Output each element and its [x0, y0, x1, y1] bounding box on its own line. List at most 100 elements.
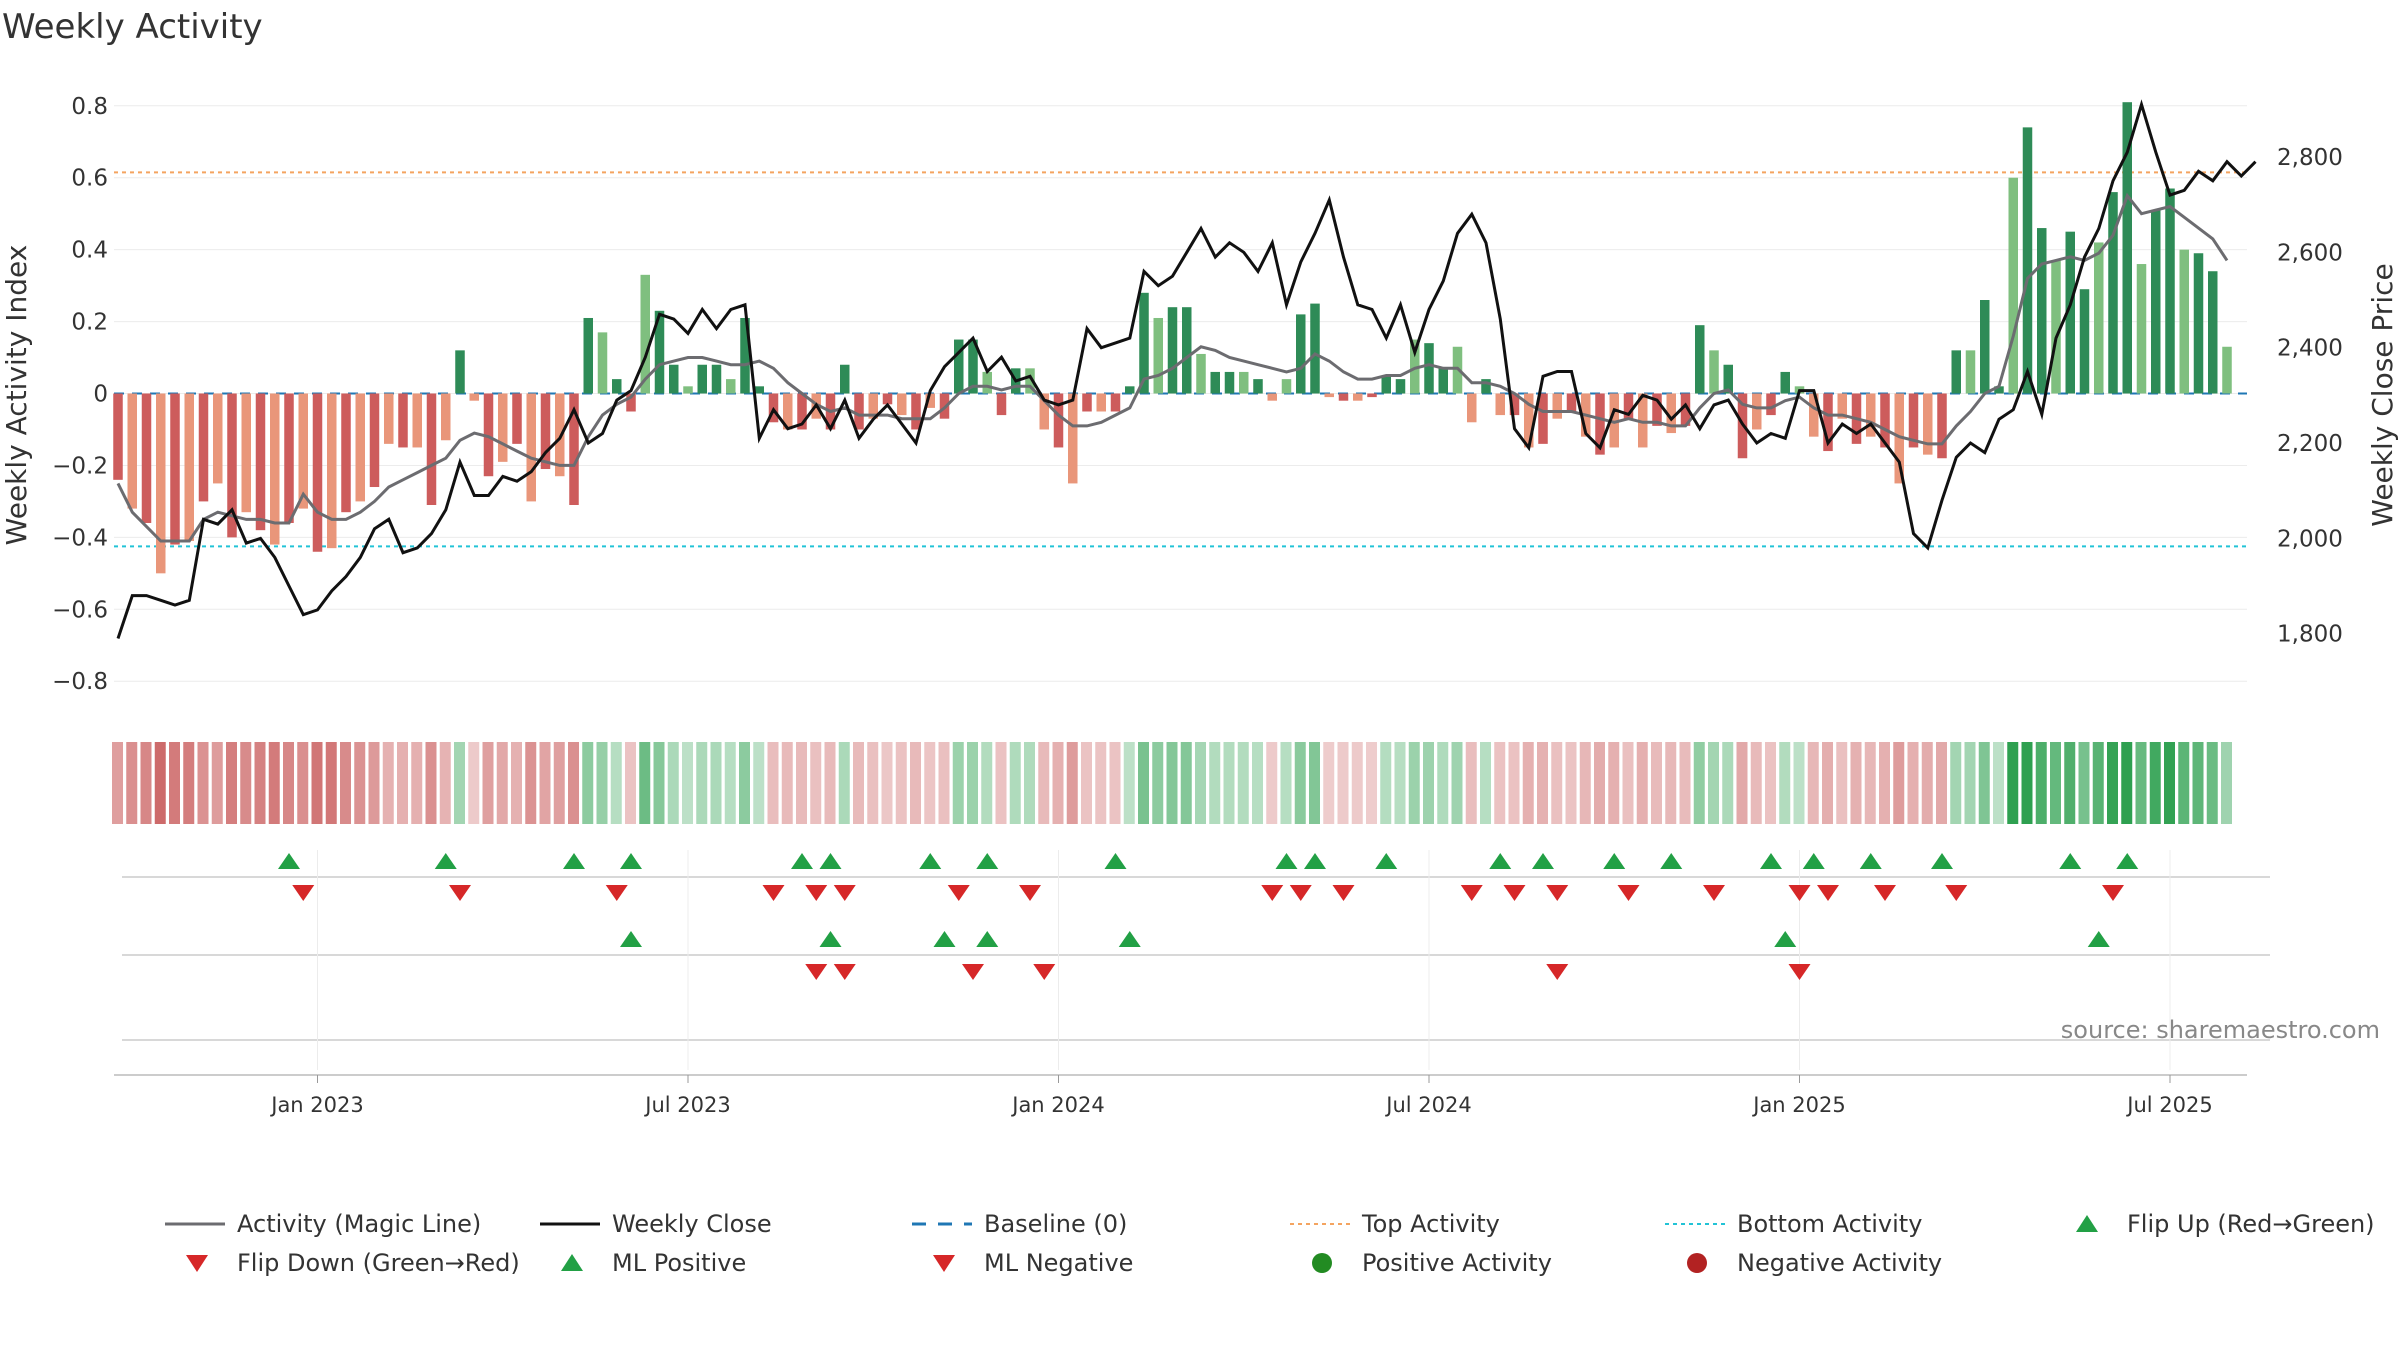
activity-strip [112, 742, 2232, 824]
activity-bar [2151, 210, 2161, 394]
right-tick-label: 2,200 [2277, 431, 2343, 457]
activity-bar [184, 393, 194, 541]
strip-cell [112, 742, 123, 824]
activity-bar [2108, 192, 2118, 394]
activity-bar [1353, 393, 1363, 401]
flip-down-marker [1788, 885, 1811, 901]
strip-cell [1765, 742, 1776, 824]
flip-down-marker [762, 885, 785, 901]
strip-cell [1665, 742, 1677, 824]
strip-cell [667, 742, 679, 824]
flip-down-marker [605, 885, 628, 901]
activity-bar [384, 393, 394, 444]
activity-bar [1153, 317, 1163, 394]
strip-cell [1223, 742, 1235, 824]
strip-cell [1081, 742, 1092, 824]
activity-bar [1424, 343, 1434, 394]
strip-cell [2221, 742, 2232, 824]
strip-cell [1423, 742, 1434, 824]
activity-bar [2165, 188, 2175, 394]
strip-cell [311, 742, 323, 824]
ml-negative-marker [1546, 964, 1569, 980]
activity-bar [113, 393, 123, 480]
strip-cell [682, 742, 693, 824]
legend-item: Weekly Close [540, 1210, 772, 1238]
activity-bar [925, 393, 935, 408]
strip-cell [1793, 742, 1805, 824]
flip-down-marker [1703, 885, 1725, 901]
ml-negative-marker [833, 964, 856, 980]
ml-positive-marker [1118, 931, 1141, 947]
strip-cell [724, 742, 736, 824]
strip-cell [2035, 742, 2047, 824]
activity-bar [1908, 393, 1919, 448]
activity-bar [1395, 379, 1406, 394]
strip-cell [1380, 742, 1392, 824]
activity-bar [2122, 102, 2132, 394]
strip-cell [2092, 742, 2104, 824]
ml-positive-marker [819, 931, 842, 947]
strip-cell [824, 742, 836, 824]
legend-label: Top Activity [1361, 1210, 1500, 1238]
activity-bar [426, 393, 437, 505]
activity-bar [654, 310, 665, 394]
ml-positive-marker [933, 931, 956, 947]
activity-bar [1338, 393, 1349, 401]
activity-bar [241, 393, 251, 513]
strip-cell [853, 742, 864, 824]
activity-bar [141, 393, 152, 523]
x-tick-label: Jul 2024 [1384, 1093, 1471, 1117]
ml-negative-marker [1033, 964, 1056, 980]
activity-bar [284, 393, 294, 523]
signal-markers [122, 850, 2270, 1070]
strip-cell [2021, 742, 2033, 824]
flip-up-marker [976, 853, 999, 869]
strip-cell [1950, 742, 1962, 824]
strip-cell [838, 742, 850, 824]
left-tick-label: −0.8 [52, 669, 108, 695]
activity-bar [1224, 371, 1235, 394]
strip-cell [639, 742, 651, 824]
activity-bar [1552, 393, 1562, 419]
activity-bar [540, 393, 551, 470]
activity-bar [1367, 393, 1377, 398]
activity-bar [341, 393, 351, 513]
strip-cell [1722, 742, 1734, 824]
activity-bar [1167, 307, 1178, 394]
flip-up-marker [1489, 853, 1512, 869]
activity-bar [1210, 371, 1220, 394]
strip-cell [283, 742, 294, 824]
activity-bar [1595, 393, 1605, 455]
activity-bar [982, 371, 992, 394]
strip-cell [2149, 742, 2161, 824]
legend-swatch [1687, 1253, 1707, 1273]
right-tick-label: 2,400 [2277, 336, 2343, 362]
activity-bar [2208, 271, 2218, 394]
strip-cell [1651, 742, 1662, 824]
strip-cell [1921, 742, 1933, 824]
activity-bar [1096, 393, 1106, 412]
strip-cell [368, 742, 380, 824]
strip-cell [1508, 742, 1520, 824]
activity-bar [954, 339, 964, 394]
legend-swatch [186, 1255, 208, 1272]
strip-cell [1551, 742, 1563, 824]
strip-cell [881, 742, 893, 824]
strip-cell [254, 742, 266, 824]
strip-cell [1366, 742, 1377, 824]
activity-bar [1267, 393, 1277, 401]
strip-cell [1252, 742, 1263, 824]
flip-up-marker [1304, 853, 1326, 869]
activity-bar [2008, 177, 2018, 394]
strip-cell [1095, 742, 1107, 824]
strip-cell [1750, 742, 1762, 824]
activity-bar [1709, 350, 1719, 394]
legend-swatch [933, 1255, 955, 1272]
strip-cell [610, 742, 622, 824]
activity-bar [1039, 393, 1049, 430]
activity-bar [840, 364, 850, 394]
ml-positive-marker [620, 931, 642, 947]
strip-cell [2064, 742, 2076, 824]
